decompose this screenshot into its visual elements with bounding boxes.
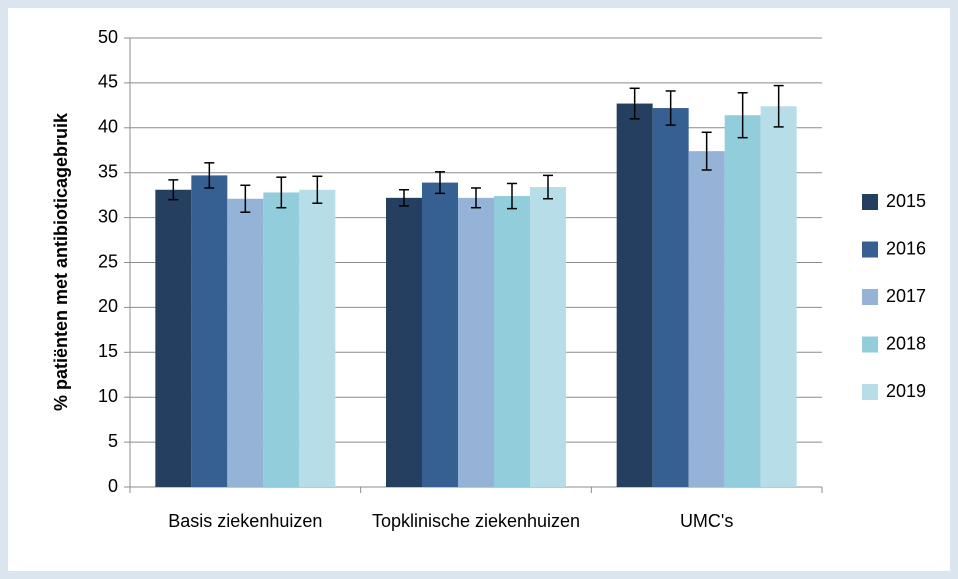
bar — [227, 198, 264, 487]
error-bar — [399, 189, 409, 207]
bar — [688, 151, 725, 487]
bar — [263, 192, 300, 487]
x-tick-label: Basis ziekenhuizen — [168, 511, 323, 531]
bar — [155, 189, 192, 487]
bar — [422, 182, 458, 487]
error-bar — [276, 176, 287, 209]
bar — [494, 196, 530, 487]
error-bar — [312, 175, 323, 204]
y-tick-label: 45 — [98, 72, 118, 92]
bar — [616, 103, 653, 487]
legend-swatch — [862, 336, 878, 353]
error-bar — [543, 174, 553, 200]
x-tick-label: Topklinische ziekenhuizen — [371, 511, 581, 531]
error-bar — [737, 92, 748, 139]
legend-swatch — [862, 241, 878, 258]
bar — [530, 187, 566, 487]
legend-swatch — [862, 194, 878, 210]
y-tick-label: 40 — [98, 117, 118, 137]
error-bar — [773, 84, 784, 128]
error-bar — [629, 87, 640, 120]
bar — [299, 189, 336, 487]
y-tick-label: 10 — [98, 386, 118, 406]
error-bar — [471, 187, 481, 209]
error-bar — [507, 182, 517, 210]
y-tick-label: 50 — [98, 27, 118, 47]
error-bar — [168, 179, 179, 201]
y-tick-label: 0 — [108, 476, 118, 496]
x-tick-label: UMC's — [679, 511, 734, 531]
y-tick-label: 30 — [98, 206, 118, 226]
legend-label: 2019 — [886, 381, 926, 401]
y-tick-label: 5 — [108, 431, 118, 451]
legend-label: 2015 — [886, 191, 926, 211]
bar — [724, 115, 761, 487]
bar — [760, 106, 797, 488]
legend-swatch — [862, 289, 878, 305]
legend-label: 2017 — [886, 286, 926, 306]
y-axis-title: % patiënten met antibioticagebruik — [51, 112, 71, 411]
legend-label: 2016 — [886, 238, 926, 258]
y-tick-label: 35 — [98, 161, 118, 181]
bar — [652, 108, 689, 487]
error-bar — [665, 90, 676, 126]
bar — [458, 197, 494, 487]
legend-swatch — [862, 384, 878, 400]
y-tick-label: 25 — [98, 251, 118, 271]
error-bar — [435, 171, 445, 195]
bar — [386, 197, 422, 487]
y-tick-label: 15 — [98, 341, 118, 361]
error-bar — [701, 131, 712, 171]
error-bar — [240, 184, 251, 213]
bar — [191, 175, 228, 488]
legend-label: 2018 — [886, 333, 926, 353]
error-bar — [204, 162, 215, 189]
y-tick-label: 20 — [98, 296, 118, 316]
